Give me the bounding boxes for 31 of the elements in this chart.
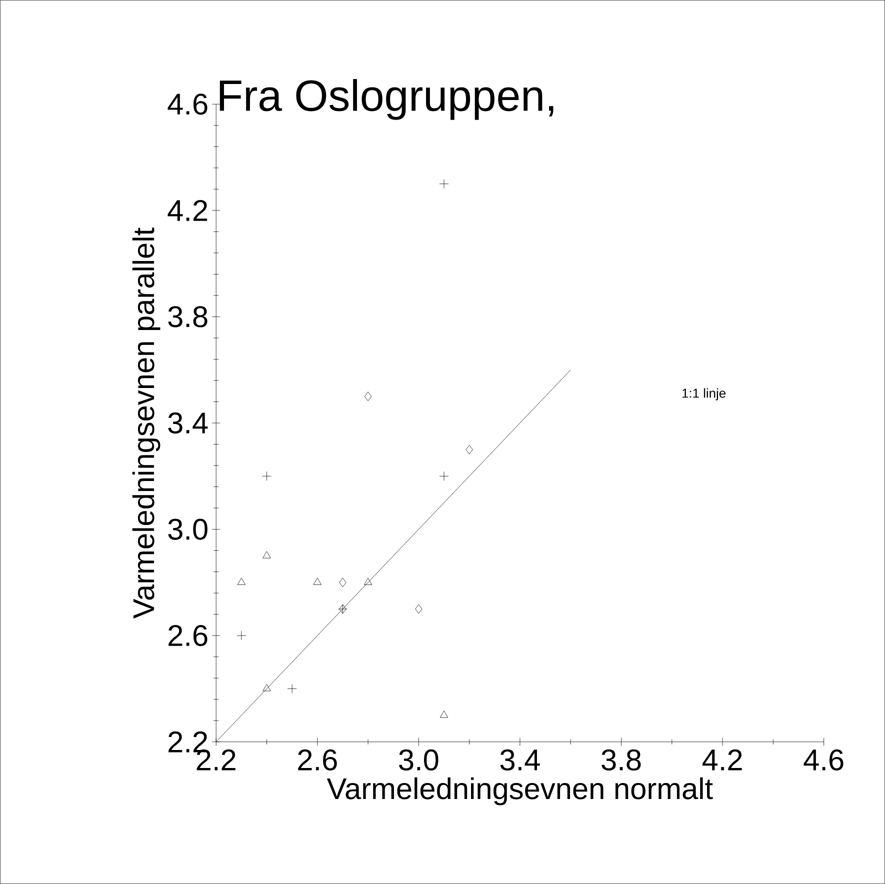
y-tick-label: 3.0: [168, 518, 208, 540]
point: [237, 578, 246, 585]
x-tick-label: 3.4: [500, 749, 540, 771]
point: [439, 179, 449, 189]
y-tick-label: 3.4: [168, 412, 208, 434]
point: [364, 392, 372, 402]
y-tick-label: 4.2: [168, 200, 208, 221]
chart-title: Fra Oslogruppen,: [220, 79, 554, 120]
point: [236, 630, 246, 640]
x-tick-label: 2.6: [298, 749, 337, 771]
point: [415, 604, 422, 614]
point: [262, 684, 271, 692]
y-axis-title: Varmeledningsevnen parallelt: [132, 228, 160, 619]
point: [439, 471, 449, 481]
point: [339, 578, 346, 588]
y-tick-label: 2.6: [168, 624, 208, 646]
x-tick-label: 3.8: [602, 749, 641, 771]
point: [313, 578, 322, 585]
point: [262, 551, 271, 558]
x-tick-label: 4.2: [702, 749, 742, 770]
y-tick-label: 4.6: [168, 94, 208, 115]
point: [466, 444, 473, 454]
y-tick-label: 3.8: [168, 306, 208, 328]
x-tick-label: 4.6: [804, 749, 844, 771]
point: [287, 684, 297, 694]
x-axis-title: Varmeledningsevnen normalt: [326, 777, 713, 806]
x-tick-label: 3.0: [399, 749, 438, 771]
point: [440, 710, 448, 718]
annotation: 1:1 linje: [682, 388, 726, 400]
point: [262, 471, 272, 481]
point: [364, 578, 372, 585]
